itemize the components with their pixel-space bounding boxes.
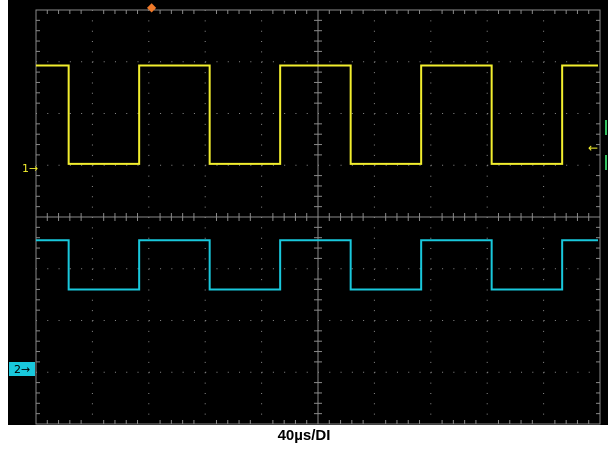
screen-background xyxy=(8,0,608,425)
timebase-label: 40µs/DI xyxy=(277,427,331,444)
graticule xyxy=(35,9,601,425)
oscilloscope-display: 1→ 2→ ← ◆ xyxy=(8,0,608,425)
channel-2-trace xyxy=(36,239,598,291)
waveforms xyxy=(36,64,598,291)
channel-2-ground-marker: 2→ xyxy=(14,363,30,376)
channel-1-ground-marker: 1→ xyxy=(22,162,38,175)
channel-2-marker-box xyxy=(9,362,35,376)
channel-1-trace xyxy=(36,64,598,165)
trigger-position-marker: ◆ xyxy=(147,0,157,14)
channel-markers: 1→ 2→ ← ◆ xyxy=(9,0,607,376)
trigger-level-marker: ← xyxy=(588,141,598,155)
